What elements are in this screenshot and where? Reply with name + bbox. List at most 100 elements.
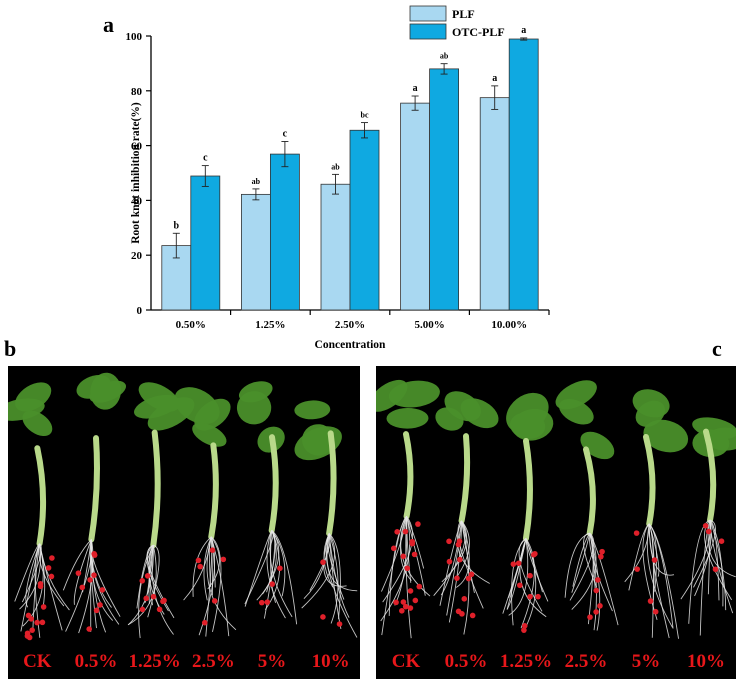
root-knot bbox=[532, 550, 538, 557]
leaf bbox=[512, 408, 554, 441]
root-knot bbox=[521, 627, 527, 633]
root-knot bbox=[99, 587, 106, 593]
photo-panel-c: CK 0.5% 1.25% 2.5% 5% 10% bbox=[376, 366, 736, 679]
bar bbox=[240, 193, 271, 311]
root bbox=[525, 538, 537, 626]
root-knot bbox=[49, 555, 55, 561]
significance-letter: b bbox=[174, 220, 180, 231]
root bbox=[699, 519, 711, 636]
root-knot bbox=[446, 538, 452, 545]
root-knot bbox=[400, 553, 407, 560]
seedling-illustration-c bbox=[376, 379, 736, 639]
root-knot bbox=[409, 538, 416, 545]
stem bbox=[268, 434, 279, 534]
root-knot bbox=[416, 583, 423, 590]
photo-b-labels: CK 0.5% 1.25% 2.5% 5% 10% bbox=[8, 649, 360, 673]
seedling-illustration-b bbox=[8, 372, 358, 641]
root-knot bbox=[45, 565, 52, 571]
root bbox=[266, 530, 286, 619]
root bbox=[455, 520, 470, 579]
root bbox=[506, 538, 527, 610]
leaf bbox=[134, 394, 180, 419]
root-knot bbox=[161, 597, 167, 604]
photo-label: 0.5% bbox=[444, 651, 488, 672]
stem bbox=[643, 433, 656, 527]
root-knot bbox=[402, 603, 409, 610]
stem bbox=[34, 445, 47, 547]
root-knot bbox=[598, 553, 604, 560]
root bbox=[210, 536, 230, 637]
root-knot bbox=[156, 606, 163, 613]
root-knot bbox=[24, 633, 31, 639]
root-knot bbox=[633, 530, 640, 536]
root bbox=[628, 523, 650, 591]
root bbox=[39, 543, 63, 631]
stem bbox=[703, 428, 717, 524]
root-knot bbox=[634, 566, 640, 572]
root-knot bbox=[86, 626, 93, 632]
leaf bbox=[444, 391, 481, 422]
root-knot bbox=[209, 547, 216, 553]
significance-letter: ab bbox=[440, 52, 449, 61]
root-knot bbox=[407, 588, 414, 594]
root bbox=[648, 523, 655, 606]
root bbox=[328, 533, 350, 618]
root bbox=[303, 533, 330, 600]
photo-label: 1.25% bbox=[128, 651, 181, 672]
photo-label: 1.25% bbox=[499, 651, 553, 672]
leaf bbox=[15, 382, 52, 412]
root-knot bbox=[587, 614, 593, 620]
root bbox=[709, 519, 724, 607]
root-knot bbox=[320, 559, 326, 566]
root bbox=[588, 533, 613, 612]
root bbox=[210, 536, 213, 596]
seedling bbox=[624, 389, 689, 639]
seedling bbox=[294, 400, 358, 638]
leaf bbox=[192, 422, 227, 447]
seedling bbox=[555, 380, 619, 631]
panel-label-c: c bbox=[712, 336, 722, 361]
root bbox=[572, 532, 591, 587]
significance-letter: c bbox=[283, 128, 288, 139]
root bbox=[571, 533, 597, 610]
root-knot bbox=[712, 566, 719, 573]
root bbox=[19, 543, 41, 610]
root bbox=[271, 530, 298, 625]
photo-label: 0.5% bbox=[74, 651, 118, 672]
root-knot bbox=[258, 599, 265, 606]
leaf bbox=[302, 424, 335, 456]
root bbox=[327, 533, 345, 600]
root-knot bbox=[143, 595, 150, 602]
root-knot bbox=[28, 616, 35, 622]
root-knot bbox=[593, 587, 600, 594]
stem bbox=[150, 429, 161, 549]
root-knot bbox=[446, 558, 453, 565]
bar bbox=[429, 68, 460, 311]
root-knot bbox=[404, 565, 411, 572]
significance-letter: a bbox=[492, 73, 497, 84]
root-knot bbox=[461, 596, 468, 602]
y-tick-label: 40 bbox=[131, 195, 143, 207]
seedling bbox=[8, 382, 70, 641]
root bbox=[440, 520, 463, 596]
root-knot bbox=[527, 572, 533, 579]
root bbox=[456, 520, 490, 584]
root bbox=[256, 530, 277, 601]
root bbox=[381, 516, 408, 592]
root bbox=[406, 516, 425, 569]
root bbox=[382, 516, 413, 603]
root-knot bbox=[75, 570, 82, 576]
root-knot bbox=[718, 538, 725, 544]
y-tick-label: 60 bbox=[131, 141, 143, 153]
bar bbox=[190, 175, 221, 311]
root bbox=[441, 520, 468, 583]
root bbox=[128, 545, 154, 626]
leaf bbox=[580, 431, 615, 460]
stem bbox=[458, 433, 471, 524]
root-knot bbox=[91, 552, 98, 558]
root-knot bbox=[269, 581, 276, 587]
bar-chart: 0204060801000.50%bc1.25%abc2.50%abbc5.00… bbox=[126, 5, 550, 351]
root-knot bbox=[264, 599, 271, 605]
root-knot bbox=[320, 614, 326, 620]
root bbox=[136, 544, 154, 609]
